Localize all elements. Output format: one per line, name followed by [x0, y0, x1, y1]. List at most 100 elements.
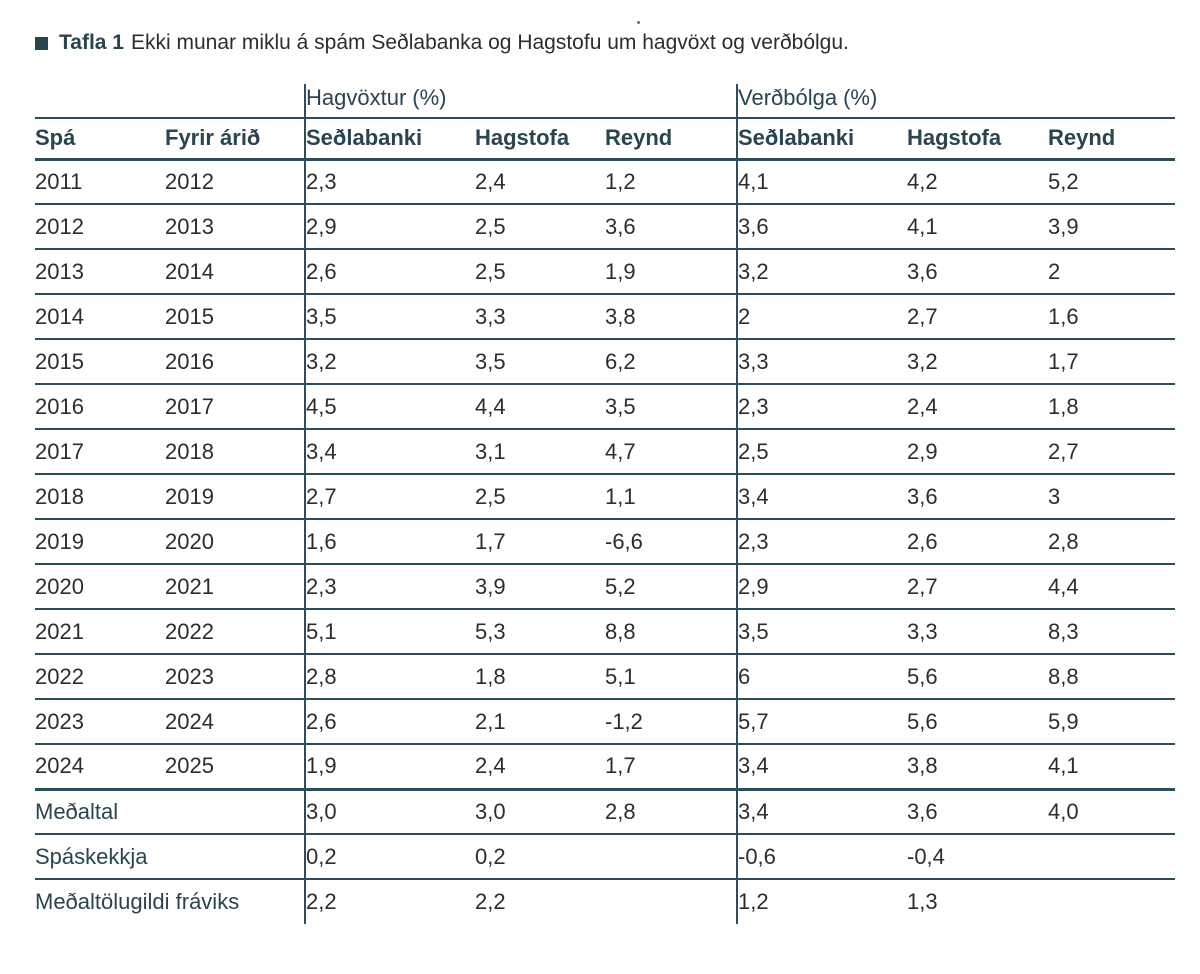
table-title-text: Ekki munar miklu á spám Seðlabanka og Ha… [130, 31, 849, 54]
value-cell: 4,1 [907, 203, 1048, 249]
table-row: 2017 2018 3,4 3,1 4,7 2,5 2,9 2,7 [35, 428, 1176, 474]
value-cell: 3,1 [475, 428, 605, 474]
table-row: 2022 2023 2,8 1,8 5,1 6 5,6 8,8 [35, 653, 1176, 699]
group-header-hagvoxtur: Hagvöxtur (%) [304, 84, 737, 119]
summary-value-cell: 3,0 [475, 787, 605, 834]
year-cell: 2019 [165, 473, 305, 519]
value-cell: 3,5 [736, 608, 907, 654]
value-cell: -6,6 [605, 518, 737, 564]
summary-value-cell: 2,2 [475, 878, 605, 924]
value-cell: 4,7 [605, 428, 737, 474]
group-header-spacer [35, 84, 305, 119]
table-row: 2016 2017 4,5 4,4 3,5 2,3 2,4 1,8 [35, 383, 1176, 429]
column-header-3: Hagstofa [475, 118, 605, 161]
column-header-2: Seðlabanki [304, 118, 475, 161]
value-cell: 2,6 [907, 518, 1048, 564]
year-cell: 2018 [165, 428, 305, 474]
value-cell: 2,5 [475, 248, 605, 294]
value-cell: 2 [1048, 248, 1176, 294]
table-row: 2013 2014 2,6 2,5 1,9 3,2 3,6 2 [35, 248, 1176, 294]
table-title: Tafla 1 Ekki munar miklu á spám Seðlaban… [35, 31, 849, 55]
value-cell: 5,1 [304, 608, 475, 654]
value-cell: 3,6 [907, 248, 1048, 294]
summary-value-cell: 4,0 [1048, 787, 1176, 834]
value-cell: 8,8 [1048, 653, 1176, 699]
year-cell: 2015 [35, 338, 165, 384]
value-cell: 4,1 [1048, 743, 1176, 789]
group-header-hagvoxtur-name: Hagvöxtur [306, 85, 407, 110]
value-cell: 2,5 [475, 203, 605, 249]
value-cell: 2,4 [475, 158, 605, 204]
summary-label: Meðaltölugildi fráviks [35, 878, 305, 924]
year-cell: 2016 [35, 383, 165, 429]
summary-row: Meðaltal 3,0 3,0 2,8 3,4 3,6 4,0 [35, 787, 1176, 834]
value-cell: 5,6 [907, 653, 1048, 699]
value-cell: 2,7 [907, 563, 1048, 609]
summary-value-cell: 0,2 [475, 833, 605, 879]
value-cell: 6 [736, 653, 907, 699]
value-cell: 1,1 [605, 473, 737, 519]
value-cell: 3 [1048, 473, 1176, 519]
value-cell: 2,5 [736, 428, 907, 474]
year-cell: 2019 [35, 518, 165, 564]
value-cell: 2,7 [304, 473, 475, 519]
year-cell: 2016 [165, 338, 305, 384]
value-cell: 5,6 [907, 698, 1048, 744]
year-cell: 2018 [35, 473, 165, 519]
group-header-row: Hagvöxtur (%) Verðbólga (%) [35, 84, 1176, 119]
value-cell: 2,9 [736, 563, 907, 609]
value-cell: 1,8 [475, 653, 605, 699]
value-cell: 4,4 [1048, 563, 1176, 609]
year-cell: 2024 [35, 743, 165, 789]
value-cell: 1,7 [1048, 338, 1176, 384]
year-cell: 2022 [165, 608, 305, 654]
forecast-comparison-table: Hagvöxtur (%) Verðbólga (%) Spá Fyrir árið S… [35, 84, 1176, 924]
value-cell: 2,9 [907, 428, 1048, 474]
table-row: 2021 2022 5,1 5,3 8,8 3,5 3,3 8,3 [35, 608, 1176, 654]
table-row: 2018 2019 2,7 2,5 1,1 3,4 3,6 3 [35, 473, 1176, 519]
value-cell: 2,8 [304, 653, 475, 699]
value-cell: 5,7 [736, 698, 907, 744]
value-cell: 3,6 [736, 203, 907, 249]
summary-value-cell: 3,0 [304, 787, 475, 834]
year-cell: 2020 [165, 518, 305, 564]
summary-row: Meðaltölugildi fráviks 2,2 2,2 1,2 1,3 [35, 878, 1176, 924]
summary-value-cell [1048, 833, 1176, 879]
year-cell: 2021 [35, 608, 165, 654]
group-header-verdbolga: Verðbólga (%) [735, 84, 1176, 119]
column-header-6: Hagstofa [907, 118, 1048, 161]
value-cell: 3,8 [907, 743, 1048, 789]
value-cell: 1,6 [1048, 293, 1176, 339]
table-row: 2012 2013 2,9 2,5 3,6 3,6 4,1 3,9 [35, 203, 1176, 249]
summary-value-cell: 2,8 [605, 787, 737, 834]
value-cell: 3,6 [907, 473, 1048, 519]
summary-value-cell: 3,4 [736, 787, 907, 834]
value-cell: 5,2 [605, 563, 737, 609]
table-row: 2014 2015 3,5 3,3 3,8 2 2,7 1,6 [35, 293, 1176, 339]
summary-value-cell: -0,6 [736, 833, 907, 879]
table-row: 2024 2025 1,9 2,4 1,7 3,4 3,8 4,1 [35, 743, 1176, 789]
summary-value-cell: -0,4 [907, 833, 1048, 879]
value-cell: 4,4 [475, 383, 605, 429]
year-cell: 2022 [35, 653, 165, 699]
value-cell: 2,4 [907, 383, 1048, 429]
value-cell: 4,1 [736, 158, 907, 204]
value-cell: 1,7 [475, 518, 605, 564]
value-cell: 1,6 [304, 518, 475, 564]
summary-value-cell: 1,3 [907, 878, 1048, 924]
year-cell: 2011 [35, 158, 165, 204]
value-cell: 2,3 [736, 518, 907, 564]
summary-row: Spáskekkja 0,2 0,2 -0,6 -0,4 [35, 833, 1176, 879]
group-header-verdbolga-unit: (%) [843, 85, 878, 110]
year-cell: 2017 [35, 428, 165, 474]
table-row: 2019 2020 1,6 1,7 -6,6 2,3 2,6 2,8 [35, 518, 1176, 564]
value-cell: 3,4 [736, 743, 907, 789]
year-cell: 2023 [35, 698, 165, 744]
value-cell: 2,3 [304, 158, 475, 204]
value-cell: 3,4 [736, 473, 907, 519]
summary-value-cell [605, 833, 737, 879]
year-cell: 2021 [165, 563, 305, 609]
column-header-0: Spá [35, 118, 165, 161]
value-cell: 2,3 [304, 563, 475, 609]
